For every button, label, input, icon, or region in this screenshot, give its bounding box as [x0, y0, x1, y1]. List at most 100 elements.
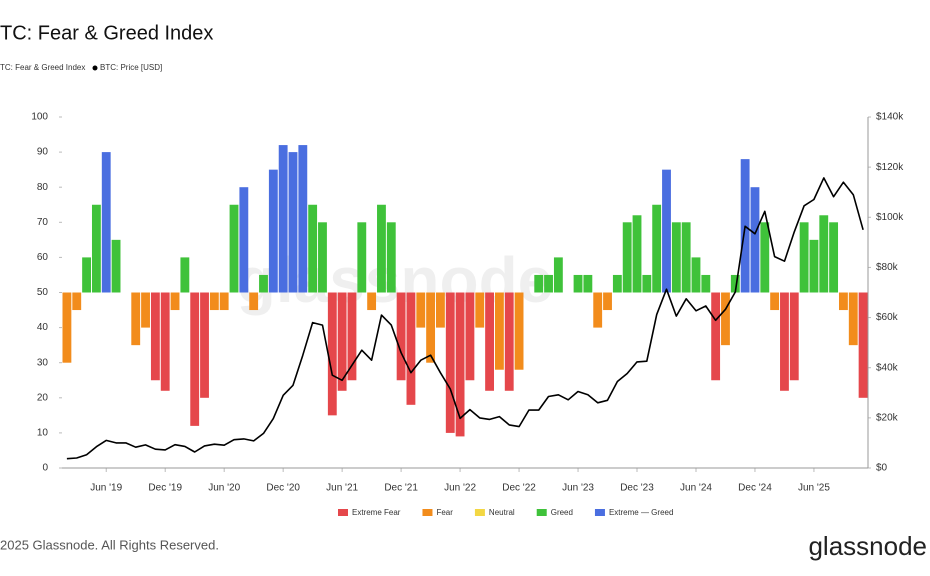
- x-tick-label: Dec '23: [620, 483, 654, 494]
- index-bar: [780, 292, 789, 391]
- y2-tick-label: $100k: [876, 212, 904, 223]
- index-bar: [150, 292, 160, 381]
- index-bar: [200, 292, 209, 398]
- x-tick-label: Jun '22: [444, 483, 476, 494]
- legend-swatch: [474, 509, 485, 516]
- y-tick-label: 20: [37, 392, 49, 403]
- index-bar: [229, 204, 239, 293]
- index-bar: [799, 222, 809, 293]
- index-bar: [848, 292, 858, 346]
- price-line: [66, 177, 864, 460]
- legend-label: Fear: [436, 508, 453, 517]
- index-bar: [760, 222, 770, 293]
- index-bar: [789, 292, 799, 381]
- index-bar: [494, 292, 504, 370]
- y-tick-label: 10: [37, 428, 49, 439]
- index-bar: [141, 292, 150, 328]
- y2-tick-label: $120k: [876, 162, 904, 173]
- index-bar: [839, 292, 848, 311]
- y-tick-label: 30: [37, 357, 49, 368]
- x-tick-label: Jun '19: [90, 483, 122, 494]
- legend-swatch: [536, 509, 547, 516]
- y2-tick-label: $40k: [876, 362, 899, 373]
- index-bar: [190, 292, 200, 426]
- legend-label: Greed: [551, 508, 573, 517]
- index-bar: [82, 257, 91, 293]
- index-bar: [770, 292, 780, 311]
- y-tick-label: 0: [42, 463, 48, 474]
- index-bar: [544, 274, 553, 293]
- x-tick-label: Dec '21: [384, 483, 418, 494]
- legend-marker: [92, 65, 98, 71]
- index-bar: [583, 274, 593, 293]
- index-bar: [327, 292, 337, 416]
- index-bar: [367, 292, 377, 311]
- index-bar: [278, 145, 288, 293]
- index-bar: [691, 257, 701, 293]
- index-bar: [603, 292, 612, 311]
- x-tick-label: Jun '21: [326, 483, 358, 494]
- index-bar: [593, 292, 603, 328]
- index-bar: [612, 274, 622, 293]
- index-bar: [111, 239, 121, 293]
- x-tick-label: Jun '20: [208, 483, 240, 494]
- index-bar: [534, 274, 544, 293]
- index-bar: [573, 274, 583, 293]
- index-bar: [209, 292, 219, 311]
- y-tick-label: 80: [37, 182, 49, 193]
- index-bar: [180, 257, 190, 293]
- index-bar: [504, 292, 514, 391]
- index-bar: [91, 204, 101, 293]
- index-bar: [730, 274, 740, 293]
- legend-swatch: [422, 509, 433, 516]
- chart-title: TC: Fear & Greed Index: [0, 22, 213, 44]
- y-tick-label: 100: [31, 112, 48, 123]
- index-bar: [485, 292, 494, 391]
- index-bar: [170, 292, 180, 311]
- x-tick-label: Jun '25: [798, 483, 830, 494]
- index-bar: [131, 292, 141, 346]
- index-bar: [711, 292, 721, 381]
- index-bar: [160, 292, 170, 391]
- index-bar: [308, 204, 318, 293]
- y2-tick-label: $20k: [876, 412, 899, 423]
- index-bar: [632, 215, 642, 293]
- index-bar: [475, 292, 485, 328]
- index-bar: [701, 274, 711, 293]
- y2-tick-label: $80k: [876, 262, 899, 273]
- index-bar: [426, 292, 436, 363]
- index-bar: [268, 169, 278, 293]
- legend-label: BTC: Price [USD]: [100, 63, 162, 72]
- y2-tick-label: $60k: [876, 312, 899, 323]
- x-tick-label: Dec '19: [148, 483, 182, 494]
- index-bar: [652, 204, 662, 293]
- index-bar: [406, 292, 416, 405]
- index-bar: [249, 292, 259, 311]
- legend-label: Extreme — Greed: [609, 508, 673, 517]
- x-tick-label: Jun '24: [680, 483, 712, 494]
- index-bar: [259, 274, 268, 293]
- index-bar: [858, 292, 868, 398]
- index-bar: [62, 292, 72, 363]
- y-tick-label: 60: [37, 252, 49, 263]
- index-bar: [337, 292, 347, 391]
- index-bar: [101, 152, 111, 293]
- y-tick-label: 50: [37, 287, 49, 298]
- index-bar: [436, 292, 445, 328]
- legend-swatch: [594, 509, 605, 516]
- index-bar: [721, 292, 730, 346]
- index-bar: [829, 222, 839, 293]
- index-bar: [553, 257, 563, 293]
- index-bar: [318, 222, 327, 293]
- index-bar: [455, 292, 465, 437]
- index-bar: [396, 292, 406, 381]
- index-bar: [347, 292, 357, 381]
- index-bar: [298, 145, 308, 293]
- index-bar: [288, 152, 298, 293]
- index-bar: [386, 222, 396, 293]
- legend-label: Extreme Fear: [352, 508, 401, 517]
- index-bar: [671, 222, 681, 293]
- y-tick-label: 70: [37, 217, 49, 228]
- y2-tick-label: $140k: [876, 112, 904, 123]
